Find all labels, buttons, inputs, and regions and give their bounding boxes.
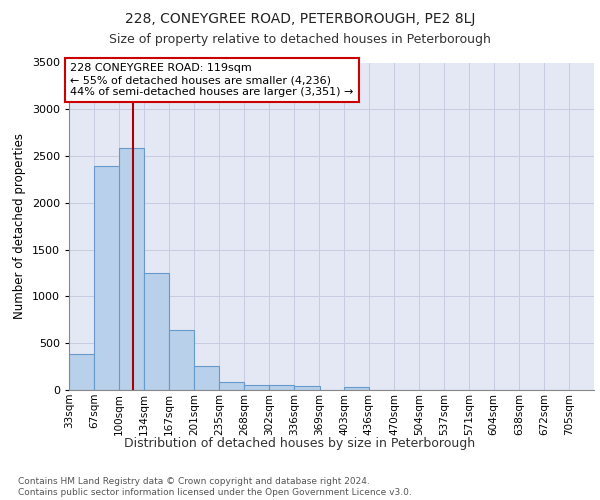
- Text: Contains HM Land Registry data © Crown copyright and database right 2024.
Contai: Contains HM Land Registry data © Crown c…: [18, 478, 412, 497]
- Bar: [169, 330, 194, 390]
- Bar: [295, 386, 320, 390]
- Y-axis label: Number of detached properties: Number of detached properties: [13, 133, 26, 320]
- Text: 228 CONEYGREE ROAD: 119sqm
← 55% of detached houses are smaller (4,236)
44% of s: 228 CONEYGREE ROAD: 119sqm ← 55% of deta…: [70, 64, 354, 96]
- Bar: [219, 382, 244, 390]
- Bar: [269, 385, 295, 390]
- Bar: [144, 273, 169, 390]
- Bar: [69, 354, 94, 390]
- Bar: [119, 148, 144, 390]
- Bar: [94, 166, 119, 390]
- Text: Distribution of detached houses by size in Peterborough: Distribution of detached houses by size …: [124, 438, 476, 450]
- Bar: [344, 387, 370, 390]
- Bar: [244, 385, 269, 390]
- Text: Size of property relative to detached houses in Peterborough: Size of property relative to detached ho…: [109, 32, 491, 46]
- Bar: [194, 366, 219, 390]
- Text: 228, CONEYGREE ROAD, PETERBOROUGH, PE2 8LJ: 228, CONEYGREE ROAD, PETERBOROUGH, PE2 8…: [125, 12, 475, 26]
